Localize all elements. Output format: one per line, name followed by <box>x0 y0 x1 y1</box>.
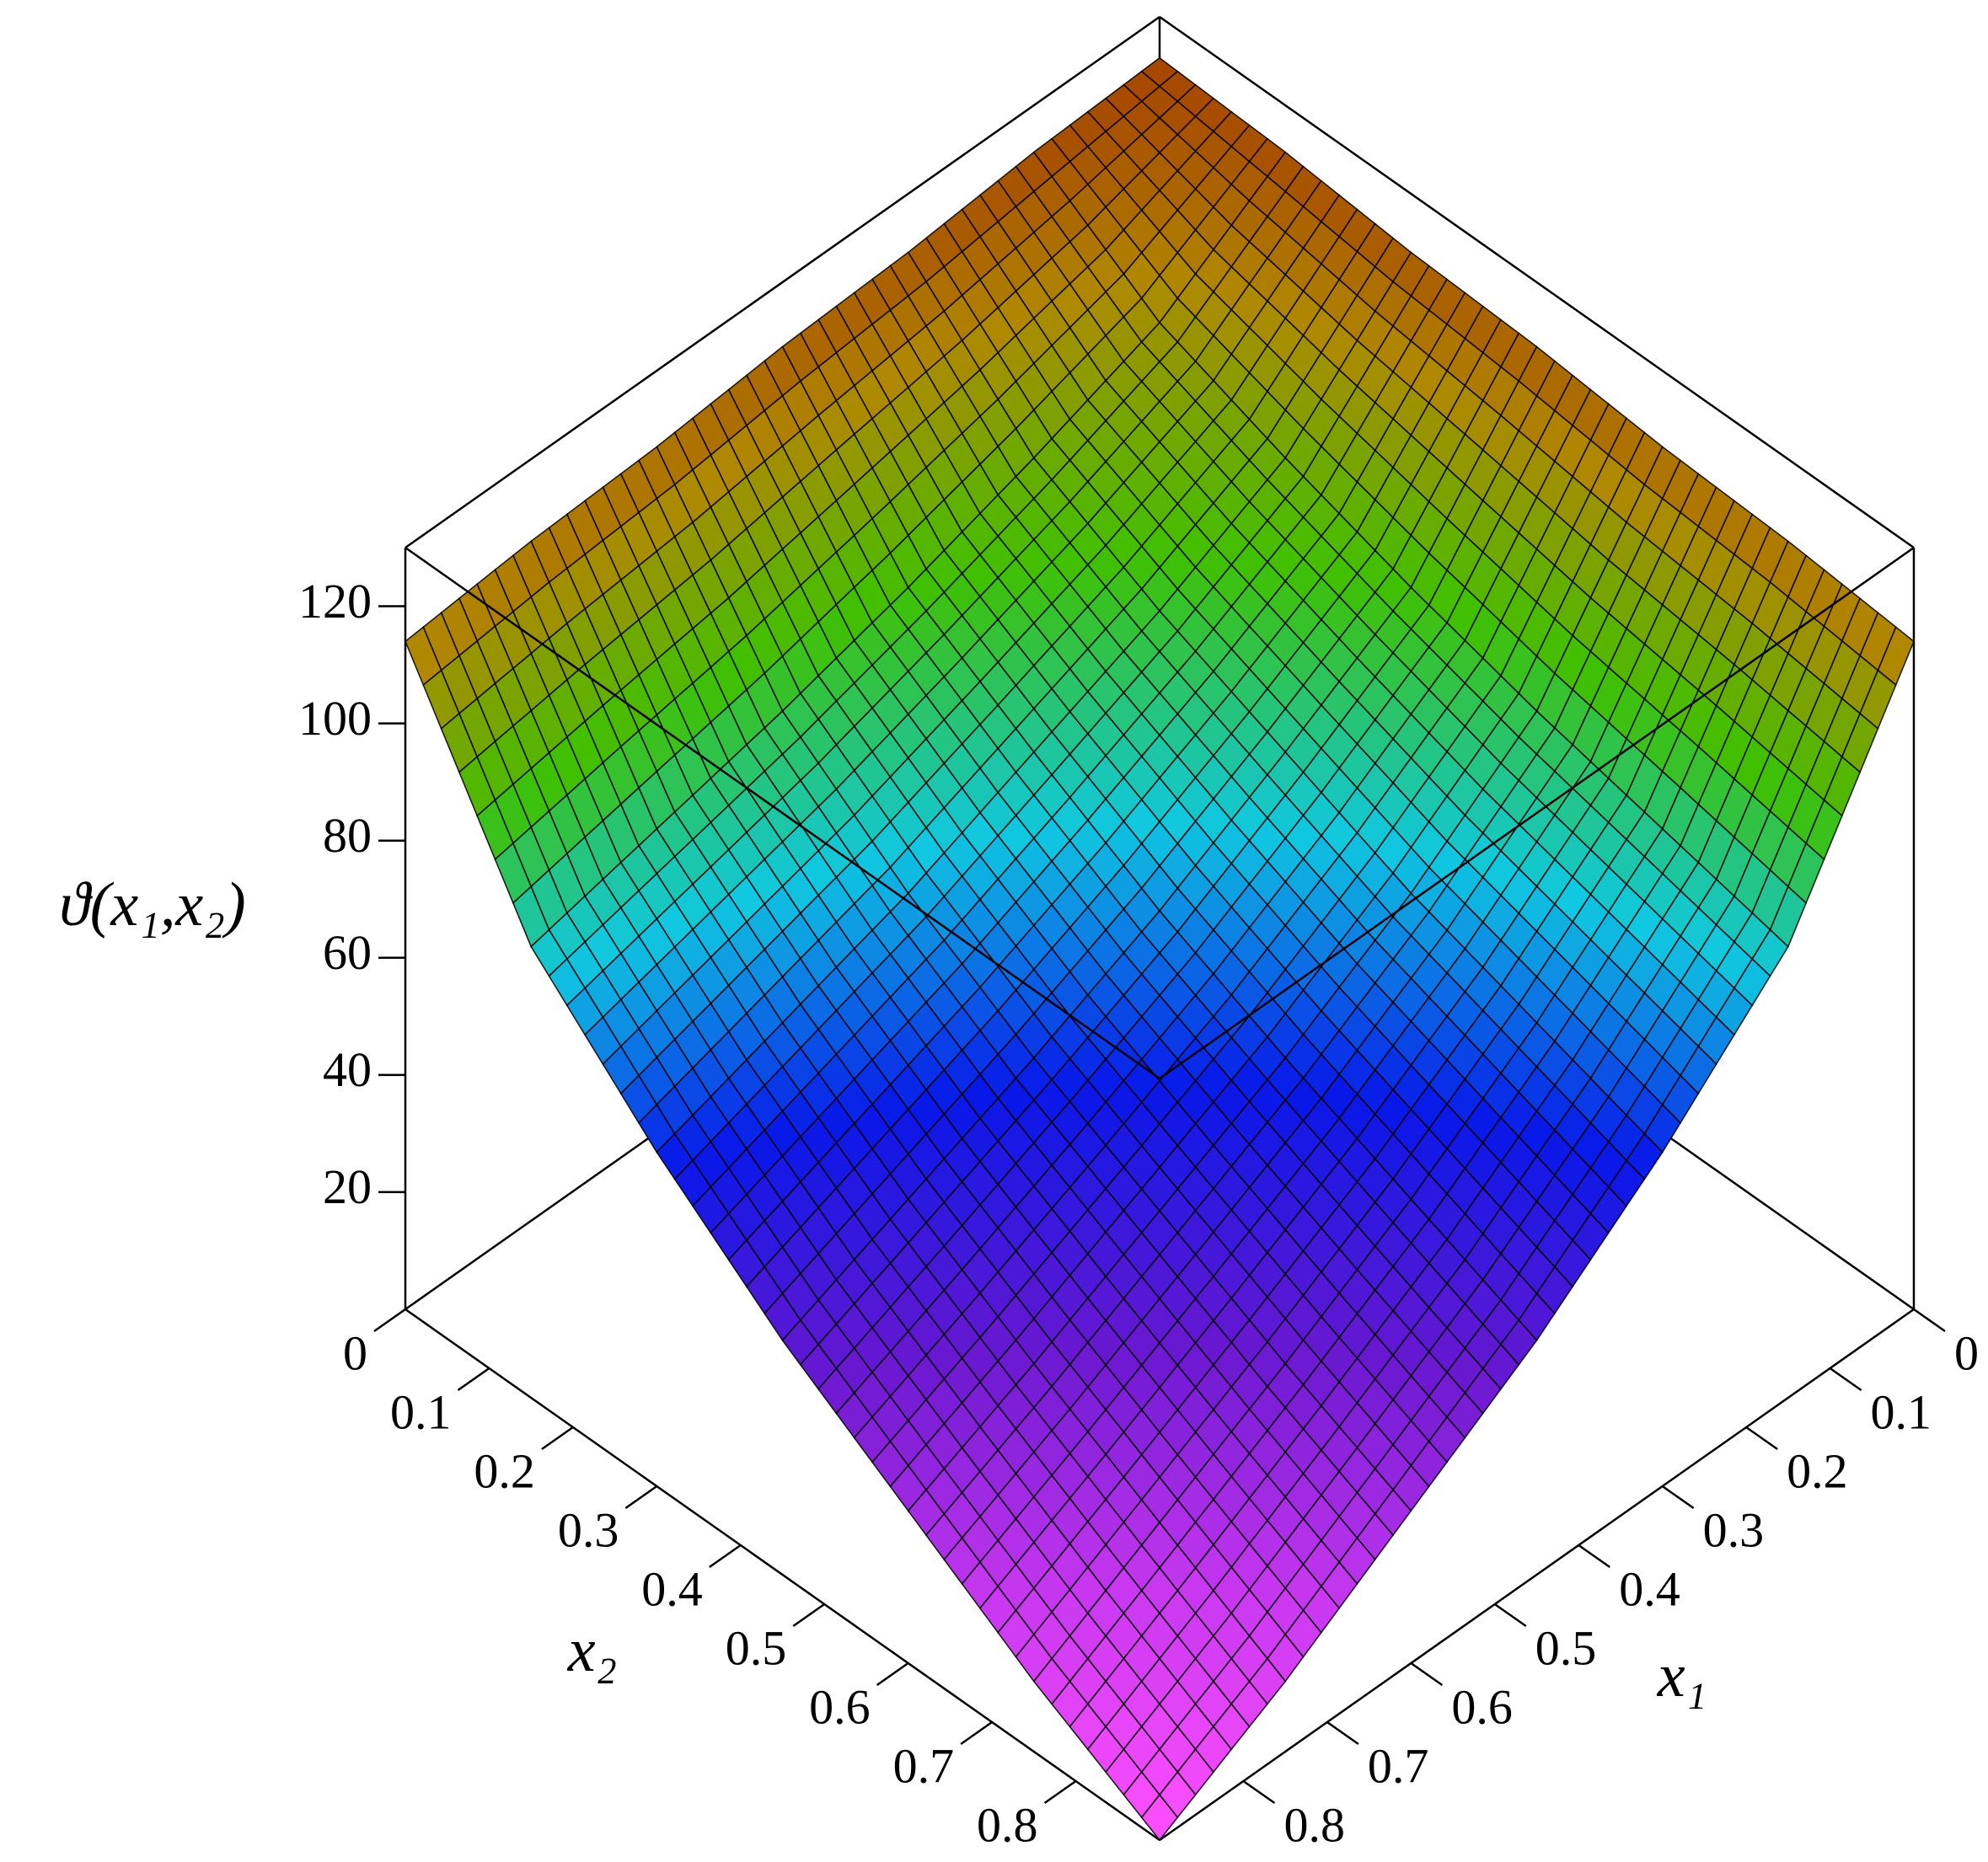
box-edge <box>405 1308 1160 1842</box>
x2-tick <box>624 1485 658 1510</box>
x1-tick <box>1326 1720 1359 1746</box>
x2-tick <box>373 1308 406 1333</box>
x1-tick <box>1829 1367 1862 1392</box>
x2-tick <box>709 1544 742 1569</box>
x1-tick-label: 0.5 <box>1535 1620 1597 1675</box>
x1-tick <box>1410 1661 1444 1687</box>
x2-tick <box>960 1720 993 1746</box>
box-edge <box>1159 1308 1915 1842</box>
x1-tick <box>1578 1544 1610 1569</box>
x2-tick-label: 0.7 <box>893 1738 955 1793</box>
z-axis-title: ϑ(x₁,x₂) <box>59 870 245 939</box>
x2-axis-title: x₂ <box>567 1616 618 1685</box>
x2-tick-label: 0 <box>343 1325 367 1380</box>
x2-tick-label: 0.2 <box>474 1443 535 1498</box>
x2-tick <box>1043 1779 1077 1805</box>
z-tick-label: 20 <box>323 1159 372 1214</box>
box-edge <box>1159 15 1915 549</box>
x1-tick <box>1242 1779 1276 1805</box>
x2-tick <box>541 1426 574 1451</box>
box-front: 20 40 60 80 100 120 0 0.1 0.2 0.3 0.4 0.5 0.6 0.7 0.8 0… <box>298 15 1979 1852</box>
x1-tick <box>1494 1602 1527 1628</box>
z-tick-label: 100 <box>298 691 372 746</box>
x2-tick-label: 0.6 <box>809 1679 871 1734</box>
x1-tick-label: 0.8 <box>1283 1797 1345 1852</box>
z-tick-label: 80 <box>323 808 372 863</box>
x2-tick <box>792 1602 825 1628</box>
box-edge <box>405 15 1160 549</box>
x1-tick-label: 0.6 <box>1451 1679 1513 1734</box>
z-tick-label: 40 <box>323 1042 372 1097</box>
x1-tick-label: 0 <box>1954 1325 1979 1380</box>
z-tick-label: 60 <box>323 925 372 980</box>
surface <box>405 56 1915 1842</box>
x1-tick-label: 0.7 <box>1368 1738 1429 1793</box>
x2-tick <box>457 1367 490 1392</box>
x2-tick-label: 0.4 <box>641 1561 703 1616</box>
x2-tick-label: 0.3 <box>558 1502 619 1557</box>
x1-tick <box>1745 1426 1778 1451</box>
x1-tick <box>1661 1485 1695 1510</box>
x2-tick-label: 0.8 <box>977 1797 1038 1852</box>
box-edge <box>405 546 1160 1080</box>
x2-tick-label: 0.1 <box>390 1384 452 1439</box>
box-edge <box>1159 546 1915 1080</box>
x1-tick-label: 0.1 <box>1871 1384 1932 1439</box>
x1-tick <box>1913 1308 1946 1333</box>
x1-tick-label: 0.3 <box>1703 1502 1764 1557</box>
x1-tick-label: 0.2 <box>1787 1443 1848 1498</box>
z-tick-label: 120 <box>298 574 372 629</box>
x2-tick <box>876 1661 909 1687</box>
x1-axis-title: x₁ <box>1657 1641 1707 1710</box>
x2-tick-label: 0.5 <box>726 1620 787 1675</box>
x1-tick-label: 0.4 <box>1619 1561 1680 1616</box>
